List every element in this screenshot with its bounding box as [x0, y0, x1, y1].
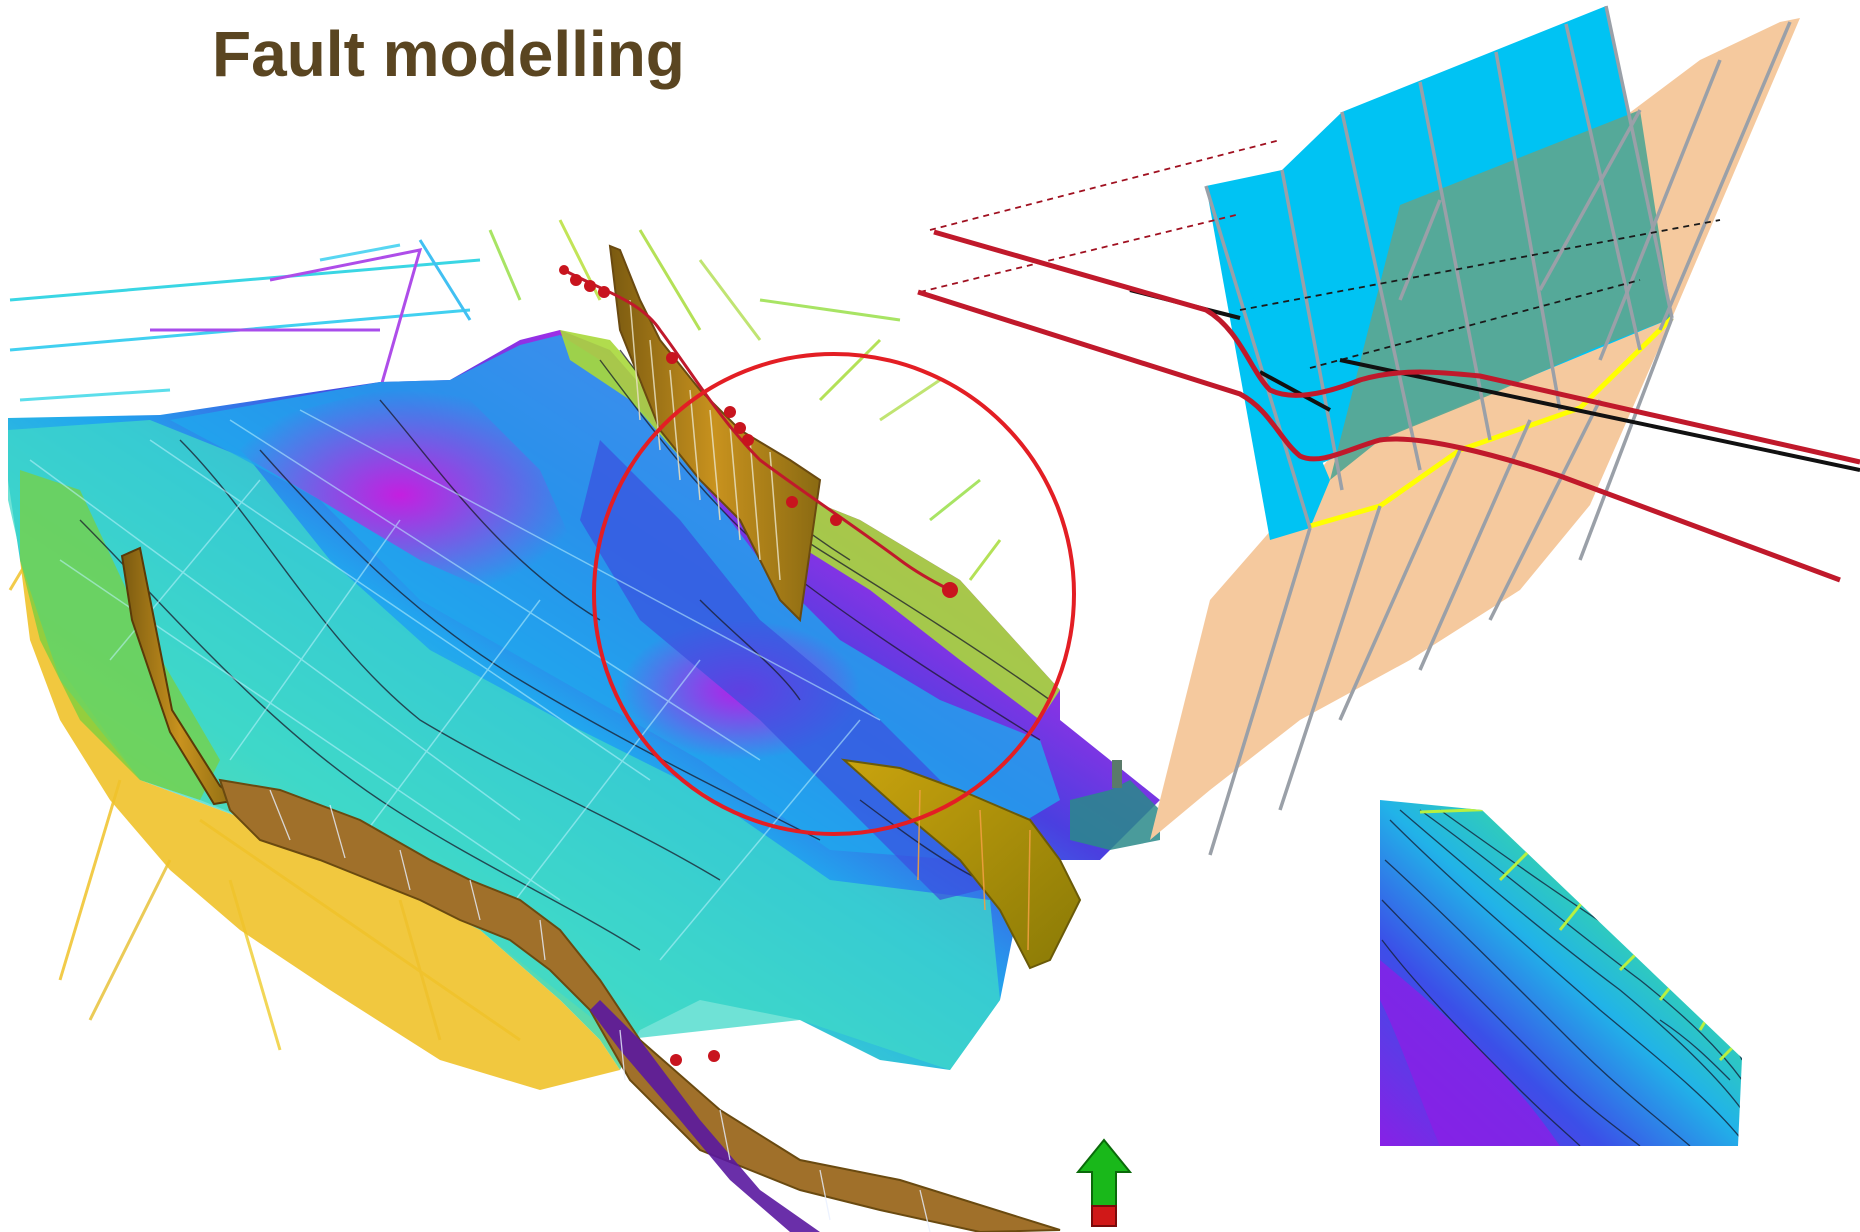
- purple-region: [220, 390, 580, 600]
- fault-pillars-south: [269, 789, 931, 1232]
- inset-zoom-surface: [1380, 800, 1742, 1146]
- well-path: [559, 266, 951, 592]
- east-block-tower: [1112, 760, 1122, 788]
- north-arrow-icon: [1075, 1138, 1133, 1227]
- inset-purple-channel: [1380, 960, 1560, 1146]
- well-markers: [559, 265, 958, 1066]
- fault-pillars-north: [629, 299, 781, 581]
- fault-wall-purple-band: [590, 1000, 820, 1232]
- fault-wall-east: [840, 758, 1082, 970]
- cyan-region: [8, 420, 1000, 1070]
- fault-plane-pillars: [1204, 5, 1792, 856]
- horizon-extension-lines: [919, 139, 1721, 369]
- fault-plane-schematic: [917, 5, 1860, 856]
- slide-title: Fault modelling: [212, 18, 685, 90]
- blue-plane-lower: [1206, 186, 1330, 540]
- horizon-lines: [917, 229, 1860, 583]
- east-block: [1070, 780, 1160, 850]
- horizon-surface: [8, 330, 1160, 1070]
- yellow-foot: [20, 560, 620, 1090]
- fault-wall-south: [218, 778, 1061, 1232]
- surface-model: [8, 219, 1160, 1232]
- highlight-circle: [592, 352, 1076, 836]
- teal-fault-plane: [1330, 110, 1672, 480]
- fault-pillars-east: [917, 789, 1031, 951]
